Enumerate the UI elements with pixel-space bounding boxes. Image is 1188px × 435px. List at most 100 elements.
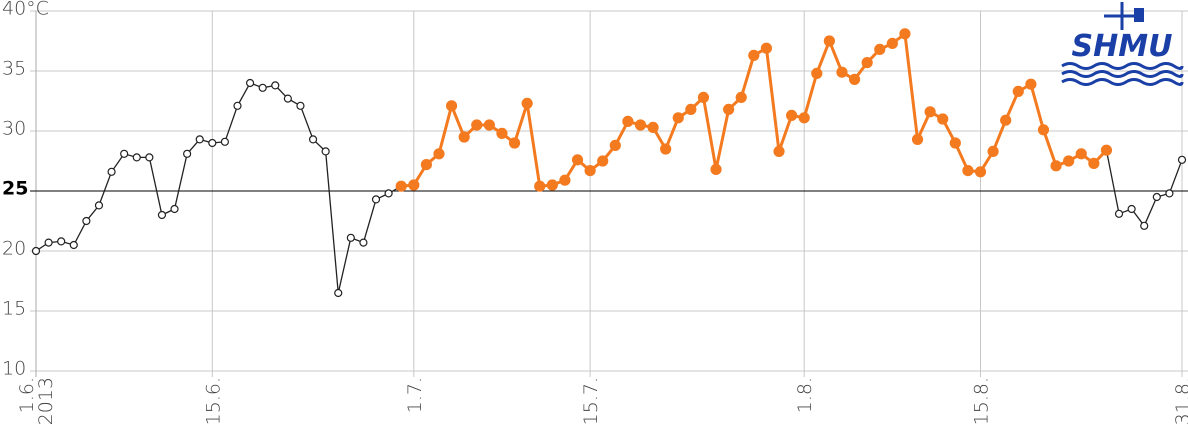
data-point bbox=[874, 43, 886, 56]
data-point bbox=[1152, 192, 1161, 202]
data-point bbox=[1088, 157, 1100, 169]
data-point bbox=[308, 135, 318, 144]
x-tick-label: 15.6. bbox=[202, 377, 224, 425]
data-point bbox=[861, 56, 873, 69]
x-tick-label: 1.7. bbox=[404, 377, 426, 413]
data-point bbox=[170, 204, 179, 214]
data-point bbox=[949, 137, 961, 149]
data-point bbox=[258, 83, 267, 92]
data-point bbox=[760, 42, 773, 54]
data-point bbox=[296, 101, 305, 110]
data-point bbox=[1063, 155, 1075, 167]
data-point bbox=[359, 238, 368, 247]
data-point bbox=[911, 133, 924, 145]
data-point bbox=[710, 163, 722, 175]
data-point bbox=[458, 131, 470, 143]
data-point bbox=[82, 216, 91, 226]
y-tick-label: 15 bbox=[2, 298, 26, 320]
logo-flag bbox=[1134, 8, 1144, 22]
y-tick-label: 25 bbox=[2, 178, 28, 200]
data-point bbox=[69, 240, 78, 250]
logo-waves bbox=[1061, 62, 1184, 86]
logo: SHMU bbox=[1061, 2, 1184, 86]
data-point bbox=[31, 246, 41, 256]
data-point bbox=[735, 91, 747, 104]
data-point bbox=[145, 153, 154, 162]
data-point bbox=[220, 137, 230, 146]
data-point bbox=[937, 113, 949, 125]
data-point bbox=[559, 174, 571, 186]
data-point bbox=[271, 81, 280, 90]
data-point bbox=[420, 159, 432, 171]
data-point bbox=[508, 137, 521, 149]
data-point bbox=[546, 179, 558, 191]
data-point bbox=[848, 73, 861, 86]
data-point bbox=[1100, 144, 1113, 156]
data-point bbox=[823, 35, 835, 47]
y-tick-label: 40°C bbox=[2, 0, 49, 20]
data-point bbox=[1127, 204, 1136, 214]
data-point bbox=[962, 165, 974, 177]
data-point bbox=[283, 94, 292, 103]
data-point bbox=[334, 288, 343, 298]
data-point bbox=[634, 119, 647, 131]
y-tick-label: 30 bbox=[2, 118, 26, 140]
data-point bbox=[534, 180, 546, 192]
data-point bbox=[924, 106, 936, 118]
data-point bbox=[132, 153, 141, 162]
data-point bbox=[974, 166, 987, 178]
x-tick-label: 31.8. bbox=[1172, 377, 1188, 425]
y-tick-label: 20 bbox=[2, 238, 26, 260]
data-point bbox=[798, 112, 810, 124]
data-point bbox=[120, 149, 129, 158]
logo-text: SHMU bbox=[1072, 29, 1173, 64]
data-point bbox=[609, 139, 621, 151]
data-point bbox=[371, 195, 381, 204]
data-point bbox=[786, 109, 798, 122]
data-point bbox=[1075, 148, 1087, 160]
x-tick-label: 15.7. bbox=[580, 377, 602, 425]
data-point bbox=[1000, 114, 1012, 126]
data-point bbox=[1114, 209, 1124, 218]
data-point bbox=[672, 112, 684, 124]
data-point bbox=[183, 149, 192, 158]
data-point bbox=[622, 115, 634, 128]
data-point bbox=[408, 179, 420, 191]
data-point bbox=[1025, 78, 1037, 90]
data-point bbox=[836, 66, 848, 78]
data-point bbox=[811, 67, 823, 80]
data-point bbox=[773, 145, 785, 157]
data-point bbox=[483, 119, 495, 131]
data-point bbox=[697, 91, 710, 104]
y-tick-label: 10 bbox=[2, 358, 26, 380]
data-point bbox=[44, 238, 53, 247]
data-point bbox=[1165, 189, 1174, 198]
data-point bbox=[445, 100, 458, 112]
data-point bbox=[1050, 160, 1062, 172]
data-point bbox=[433, 148, 445, 160]
data-point bbox=[647, 121, 659, 134]
data-point bbox=[1140, 221, 1149, 230]
series-line bbox=[35, 82, 1183, 294]
data-point bbox=[899, 28, 911, 40]
x-tick-label: 1.6.2013 bbox=[16, 377, 57, 425]
data-point bbox=[1037, 124, 1050, 136]
data-point bbox=[886, 37, 898, 50]
data-point bbox=[107, 167, 116, 176]
data-point bbox=[94, 201, 104, 210]
data-point bbox=[321, 147, 330, 156]
data-point bbox=[521, 97, 533, 110]
data-point bbox=[384, 189, 393, 198]
data-point bbox=[471, 119, 483, 131]
x-tick-label: 1.8. bbox=[794, 377, 816, 413]
data-point bbox=[1177, 155, 1187, 164]
data-point bbox=[57, 237, 66, 246]
data-point bbox=[157, 210, 167, 220]
data-point bbox=[597, 155, 609, 167]
data-point bbox=[395, 180, 407, 192]
data-point bbox=[987, 145, 999, 157]
data-point bbox=[571, 154, 584, 166]
data-point bbox=[195, 135, 204, 144]
data-point bbox=[685, 103, 697, 116]
